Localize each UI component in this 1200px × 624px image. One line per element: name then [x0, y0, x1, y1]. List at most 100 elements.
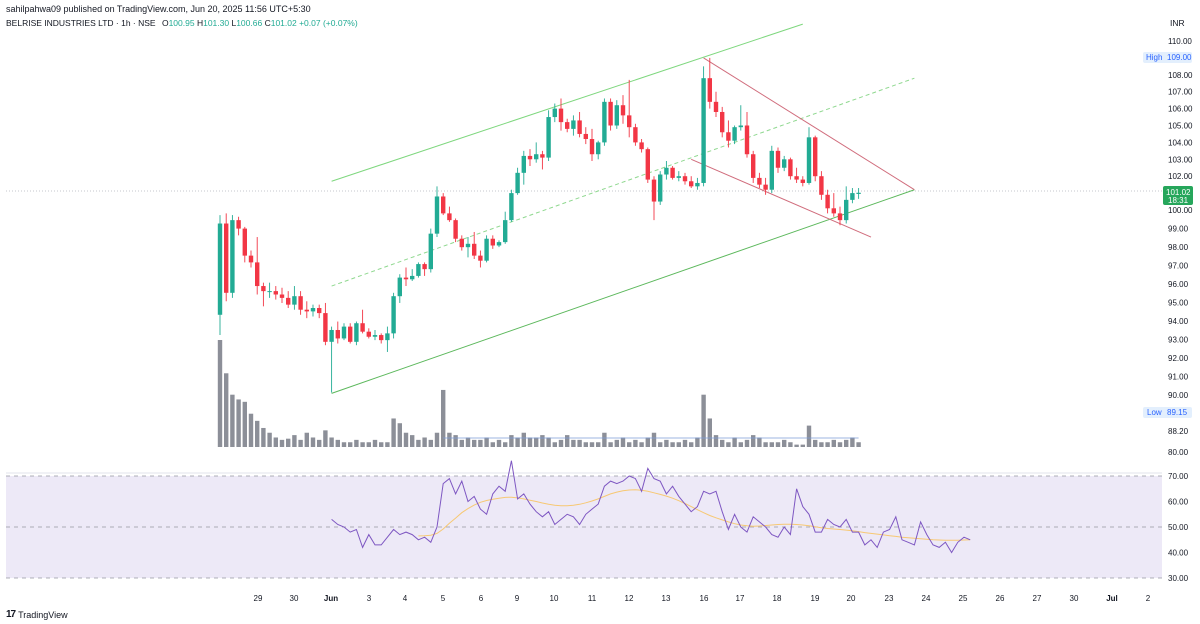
price-tick-label: 104.00	[1168, 138, 1193, 147]
volume-bar	[335, 439, 340, 447]
high-marker-value: 109.00	[1167, 53, 1192, 62]
price-tick-label: 97.00	[1168, 262, 1189, 271]
candle	[837, 206, 843, 226]
candle	[658, 171, 663, 205]
candle	[732, 125, 737, 145]
candle-body	[515, 172, 520, 194]
volume-bar	[819, 442, 824, 447]
volume-bar	[447, 432, 452, 447]
volume-bar	[713, 435, 719, 447]
candle-body	[689, 181, 694, 187]
candle-body	[577, 120, 582, 134]
candle	[695, 177, 700, 190]
volume-bar	[701, 394, 706, 447]
volume-bar	[707, 418, 712, 447]
volume-bar	[726, 442, 731, 447]
candle-body	[379, 335, 384, 341]
volume-bar	[769, 442, 774, 447]
candle-body	[726, 132, 731, 141]
candle-body	[775, 150, 781, 168]
rsi-tick-label: 50.00	[1168, 523, 1189, 532]
volume-bar	[757, 437, 762, 447]
volume-bar	[416, 439, 421, 447]
candle-body	[713, 101, 719, 112]
candle-body	[837, 213, 843, 221]
volume-bar	[217, 340, 223, 447]
volume-bar	[763, 442, 768, 447]
candle-body	[478, 255, 483, 261]
volume-bar	[614, 439, 619, 447]
volume-bar	[670, 442, 675, 447]
candle	[410, 269, 415, 281]
candle-body	[372, 335, 378, 337]
candle-body	[664, 167, 669, 175]
countdown-value: 18:31	[1168, 196, 1189, 205]
candle	[757, 172, 762, 189]
candle	[856, 188, 861, 199]
volume-bar	[534, 437, 539, 447]
candle	[689, 176, 694, 189]
candle	[224, 213, 229, 302]
volume-bar	[825, 442, 830, 447]
price-tick-label: 96.00	[1168, 280, 1189, 289]
close-label: C	[264, 18, 271, 28]
volume-bar	[527, 437, 533, 447]
candle-body	[658, 174, 663, 202]
volume-bar	[800, 444, 805, 447]
candle	[422, 262, 427, 276]
candle-body	[217, 223, 223, 315]
candle-body	[850, 193, 855, 200]
candle-body	[571, 120, 576, 129]
candle	[360, 309, 365, 334]
price-tick-label: 94.00	[1168, 317, 1189, 326]
volume-bar	[837, 442, 843, 447]
candle-body	[633, 127, 638, 143]
candle-body	[751, 154, 756, 178]
volume-bar	[676, 442, 681, 447]
volume-bar	[806, 425, 812, 447]
volume-bar	[602, 432, 607, 447]
volume-bar	[385, 442, 390, 447]
candle-body	[670, 167, 675, 178]
volume-bar	[552, 442, 557, 447]
candle	[310, 304, 316, 317]
candle-body	[403, 277, 409, 280]
candle-body	[391, 296, 396, 334]
volume-bar	[391, 418, 396, 447]
candle	[323, 302, 328, 346]
volume-bar	[298, 439, 303, 447]
high-label: H	[196, 18, 204, 28]
candle	[490, 235, 495, 249]
candle	[292, 286, 297, 310]
candle	[248, 250, 254, 268]
candle	[596, 140, 601, 160]
candle-body	[813, 137, 818, 177]
candle	[379, 333, 384, 344]
candle-body	[304, 309, 309, 312]
candle-body	[738, 125, 743, 128]
volume-bar	[775, 442, 781, 447]
candle-body	[844, 199, 849, 221]
candle	[571, 115, 576, 136]
candle	[279, 287, 285, 303]
price-tick-label: 102.00	[1168, 172, 1193, 181]
volume-bar	[354, 439, 359, 447]
candle	[620, 95, 626, 124]
volume-bar	[434, 432, 440, 447]
candle-body	[459, 238, 464, 248]
close-value: 101.02	[270, 18, 297, 28]
candle-body	[447, 213, 452, 221]
candle-body	[558, 108, 564, 123]
candle-body	[310, 308, 316, 312]
volume-bar	[540, 435, 545, 447]
volume-bar	[428, 439, 433, 447]
volume-bar	[310, 437, 316, 447]
candle-body	[744, 125, 750, 155]
time-tick-label: 10	[550, 594, 559, 603]
candle	[639, 139, 644, 153]
candle-body	[521, 155, 526, 173]
volume-bar	[645, 437, 650, 447]
channel-lower-line	[331, 189, 915, 394]
volume-bar	[224, 373, 229, 447]
